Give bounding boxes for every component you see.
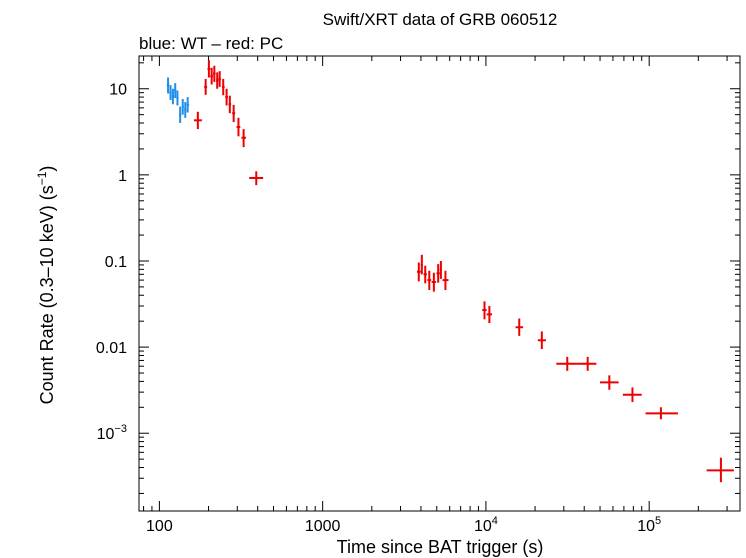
y-axis-label-main: Count Rate (0.3–10 keV) (s: [37, 185, 57, 404]
y-axis-label-end: ): [37, 166, 57, 172]
data-point-wt: [186, 97, 190, 113]
x-axis-label: Time since BAT trigger (s): [337, 537, 544, 557]
x-tick-label: 100: [146, 518, 173, 535]
data-point-pc: [442, 270, 449, 291]
data-point-pc: [706, 457, 734, 483]
y-tick-label-base: 10: [97, 426, 115, 443]
y-tick-label: 1: [118, 168, 127, 185]
y-tick-label: 0.01: [96, 340, 127, 357]
data-point-pc: [436, 264, 440, 283]
data-point-wt: [171, 88, 175, 105]
data-point-pc: [600, 375, 619, 390]
y-tick-label: 10: [109, 82, 127, 99]
data-point-pc: [431, 272, 437, 292]
x-tick-label-exponent: 5: [655, 515, 661, 527]
data-point-pc: [210, 67, 214, 85]
data-point-pc: [486, 306, 493, 324]
data-point-pc: [241, 129, 246, 148]
data-point-pc: [556, 356, 578, 371]
data-point-pc: [236, 117, 241, 137]
data-points: [166, 60, 734, 483]
data-point-wt: [176, 90, 179, 106]
chart-title: Swift/XRT data of GRB 060512: [323, 10, 558, 29]
y-tick-label: 10−3: [97, 423, 127, 443]
y-axis-label: Count Rate (0.3–10 keV) (s−1): [35, 166, 57, 405]
data-point-pc: [218, 71, 221, 87]
data-point-wt: [166, 77, 170, 94]
y-axis-label-sup: −1: [35, 171, 49, 185]
data-point-pc: [427, 270, 432, 291]
data-point-pc: [515, 318, 524, 336]
data-point-pc: [225, 88, 228, 106]
data-point-pc: [228, 95, 232, 114]
data-point-pc: [207, 60, 211, 78]
data-point-wt: [169, 85, 172, 101]
data-point-pc: [622, 387, 642, 403]
data-point-pc: [645, 407, 678, 420]
x-tick-label-base: 10: [474, 518, 492, 535]
data-point-pc: [537, 331, 546, 350]
x-tick-label: 104: [474, 515, 498, 535]
data-point-pc: [577, 356, 597, 371]
x-tick-label: 105: [637, 515, 661, 535]
data-point-pc: [482, 301, 487, 320]
data-point-pc: [420, 254, 423, 275]
data-point-pc: [439, 260, 442, 279]
y-tick-label-exponent: −3: [114, 423, 127, 435]
data-point-wt: [174, 83, 177, 99]
data-point-pc: [232, 104, 236, 123]
data-point-pc: [215, 72, 219, 89]
data-point-wt: [179, 106, 182, 124]
data-point-pc: [416, 262, 421, 282]
data-point-pc: [194, 111, 202, 130]
x-tick-label: 1000: [305, 518, 341, 535]
data-point-pc: [204, 78, 208, 95]
data-point-pc: [423, 265, 427, 284]
chart-subtitle: blue: WT – red: PC: [139, 34, 283, 53]
data-point-wt: [181, 99, 184, 115]
data-point-wt: [184, 102, 187, 118]
data-point-pc: [213, 65, 216, 82]
data-point-pc: [249, 171, 264, 186]
data-point-pc: [222, 78, 225, 96]
y-tick-label: 0.1: [105, 254, 127, 271]
axis-ticks: [139, 56, 740, 511]
x-tick-label-exponent: 4: [492, 515, 498, 527]
x-tick-label-base: 10: [637, 518, 655, 535]
plot-frame: [138, 55, 741, 512]
